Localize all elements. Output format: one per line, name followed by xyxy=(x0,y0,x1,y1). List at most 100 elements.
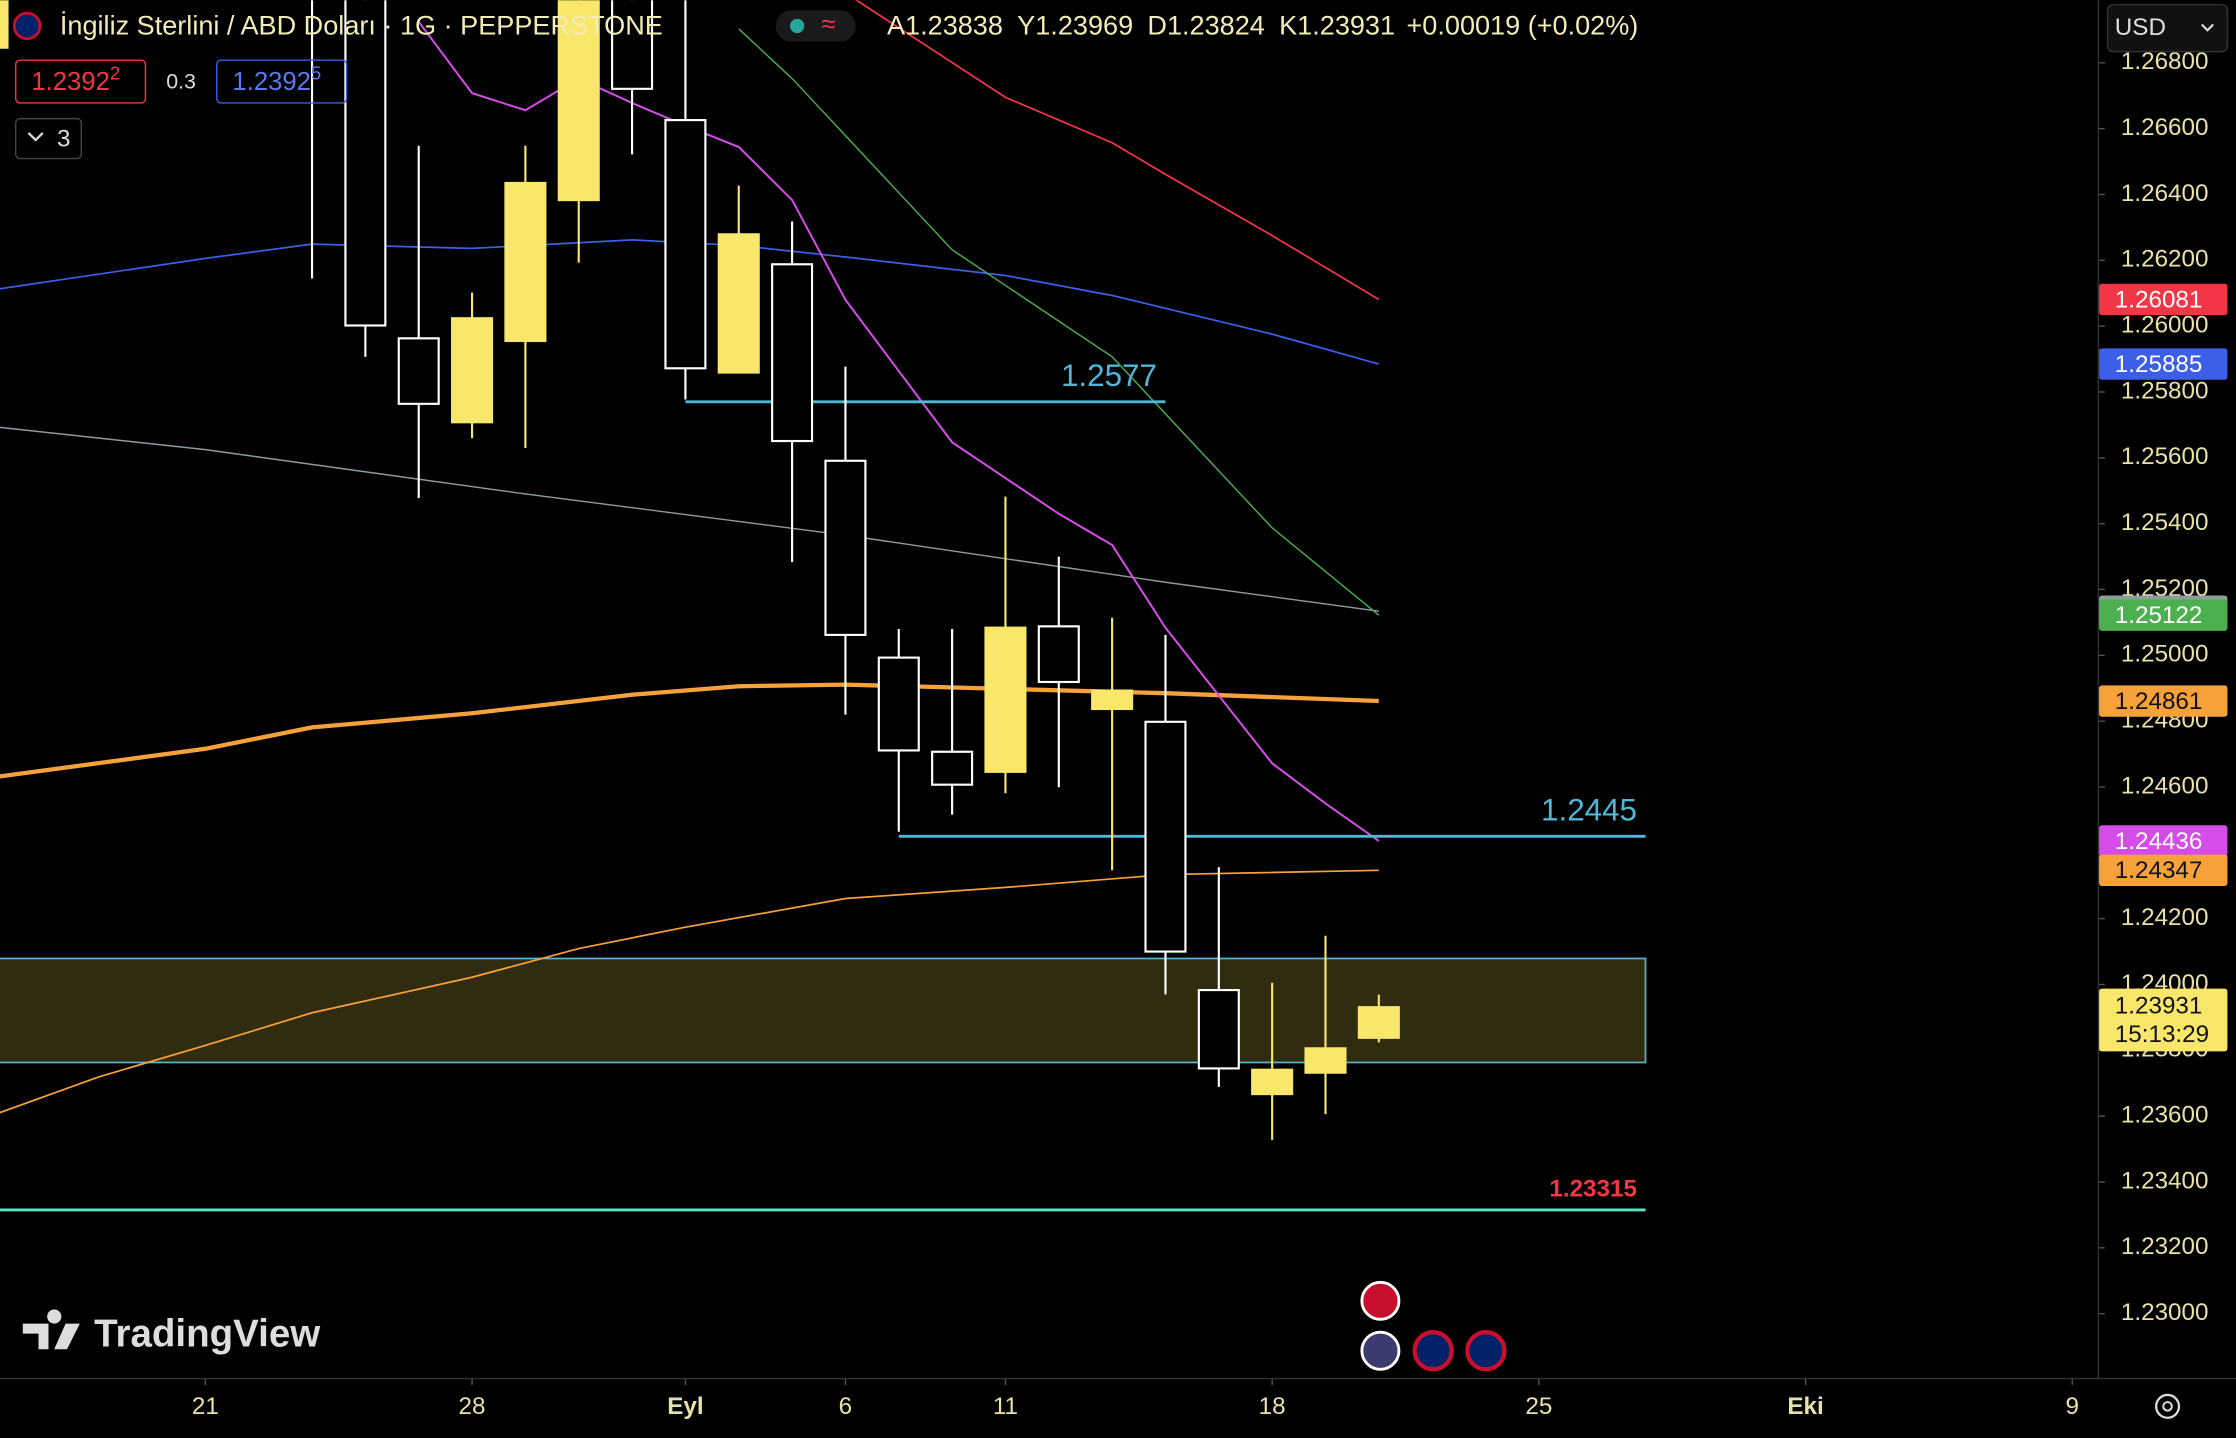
candle-body xyxy=(717,233,760,374)
spread: 0.3 xyxy=(166,70,196,94)
header-accent xyxy=(0,0,9,49)
x-tick-label: 25 xyxy=(1525,1393,1552,1420)
price-badge xyxy=(2099,348,2228,380)
countdown: 15:13:29 xyxy=(2115,1021,2209,1048)
price-badge xyxy=(2099,825,2228,857)
plot-area: 1.2577 1.2445 1.23315 xyxy=(0,0,1647,1212)
buy-price: 1.23925 xyxy=(232,62,321,95)
chevron xyxy=(2201,23,2214,32)
candle-body xyxy=(1304,1047,1347,1074)
candle-body xyxy=(1091,689,1134,711)
y-tick-label: 1.23000 xyxy=(2121,1299,2209,1326)
candle-body xyxy=(664,119,707,370)
candle-body xyxy=(611,0,654,90)
moving-average xyxy=(0,426,1379,612)
level-label: 1.23315 xyxy=(1549,1175,1637,1202)
moving-average xyxy=(855,0,1380,301)
candle-body xyxy=(1037,625,1080,684)
buy-price-main: 1.2392 xyxy=(232,68,310,96)
logo: TradingView xyxy=(22,1309,321,1356)
y-tick-label: 1.26000 xyxy=(2121,312,2209,339)
candle-body xyxy=(984,626,1027,773)
candle-body xyxy=(504,181,547,343)
event-flag-uk[interactable] xyxy=(1412,1330,1454,1372)
last-price-label: 1.23931 xyxy=(2115,993,2203,1020)
candle-body xyxy=(931,750,974,786)
y-tick-label: 1.25600 xyxy=(2121,443,2209,470)
status-pill[interactable] xyxy=(775,10,856,42)
candle-body xyxy=(397,337,440,405)
gear-center xyxy=(2162,1401,2173,1412)
y-tick-label: 1.24200 xyxy=(2121,904,2209,931)
price-badge-label: 1.25122 xyxy=(2115,602,2203,629)
buy-price-pip: 5 xyxy=(311,62,321,83)
indicators-toggle[interactable] xyxy=(14,117,82,160)
ohlc-value: 1.23969 xyxy=(1035,10,1133,41)
candle-body xyxy=(1251,1068,1294,1096)
chevron xyxy=(27,132,44,142)
price-badge-label: 1.26081 xyxy=(2115,286,2203,313)
sell-price-pip: 2 xyxy=(110,62,120,83)
y-tick-label: 1.26600 xyxy=(2121,114,2209,141)
event-flag-uk[interactable] xyxy=(1360,1280,1401,1321)
axes: 1.26800 1.26600 1.26400 1.26200 1.26000 1.258… xyxy=(192,48,2228,1420)
sell-button[interactable] xyxy=(14,59,147,104)
candle-body xyxy=(771,263,814,443)
y-tick-label: 1.24600 xyxy=(2121,772,2209,799)
buy-button[interactable] xyxy=(216,59,348,104)
ohlc-value: 1.23838 xyxy=(905,10,1003,41)
ohlc-value: 1.23931 xyxy=(1297,10,1395,41)
event-flag-us[interactable] xyxy=(1360,1330,1401,1371)
moving-average xyxy=(417,21,1380,842)
ohlc-value: 1.23824 xyxy=(1167,10,1265,41)
price-badge-label: 1.24347 xyxy=(2115,857,2203,884)
symbol-title[interactable]: İngiliz Sterlini / ABD Doları · 1G · PEP… xyxy=(60,10,663,41)
y-tick-label: 1.26200 xyxy=(2121,246,2209,273)
y-tick-label: 1.23200 xyxy=(2121,1233,2209,1260)
status-dot xyxy=(790,18,805,34)
ohlc-key: K xyxy=(1279,10,1297,41)
price-badge xyxy=(2099,283,2228,316)
candle-body xyxy=(557,0,600,202)
ohlc-key: Y xyxy=(1017,10,1035,41)
y-tick-label: 1.23600 xyxy=(2121,1102,2209,1129)
x-tick-label: 9 xyxy=(2066,1393,2079,1420)
gear xyxy=(2155,1393,2181,1419)
status-icon: ≈ xyxy=(821,11,835,39)
moving-average xyxy=(0,869,1379,1114)
symbol-flag xyxy=(12,11,42,41)
price-badge-label: 1.24861 xyxy=(2115,688,2203,715)
event-flag-uk[interactable] xyxy=(1465,1330,1507,1372)
currency-select[interactable] xyxy=(2106,3,2229,53)
y-tick-label: 1.25800 xyxy=(2121,377,2209,404)
x-tick-label: 6 xyxy=(839,1393,852,1420)
settings-button[interactable] xyxy=(2155,1393,2181,1419)
last-price-badge xyxy=(2099,988,2228,1052)
price-badge-label: 1.24436 xyxy=(2115,828,2203,855)
moving-average xyxy=(738,28,1380,616)
y-tick-label: 1.25000 xyxy=(2121,641,2209,668)
currency-label: USD xyxy=(2115,14,2166,41)
event-icons xyxy=(1360,1280,1507,1372)
y-tick-label: 1.25400 xyxy=(2121,509,2209,536)
price-badge xyxy=(2099,599,2228,631)
ohlc-key: A xyxy=(887,10,906,41)
sell-price: 1.23922 xyxy=(31,62,120,95)
indicator-count: 3 xyxy=(57,125,70,152)
candle-body xyxy=(1144,720,1187,953)
candle-body xyxy=(451,317,494,424)
price-badge xyxy=(2099,685,2228,717)
level-label: 1.2445 xyxy=(1541,792,1637,827)
y-tick-label: 1.26400 xyxy=(2121,180,2209,207)
candle-body xyxy=(1357,1006,1400,1039)
candle-body xyxy=(1197,989,1240,1070)
x-tick-label: 11 xyxy=(993,1393,1018,1420)
price-badge-label: 1.25885 xyxy=(2115,351,2203,378)
y-tick-label: 1.23400 xyxy=(2121,1167,2209,1194)
y-tick-label: 1.26800 xyxy=(2121,48,2209,75)
candle-body xyxy=(824,459,867,636)
price-badge xyxy=(2099,854,2228,886)
x-tick-label: Eyl xyxy=(667,1393,703,1420)
